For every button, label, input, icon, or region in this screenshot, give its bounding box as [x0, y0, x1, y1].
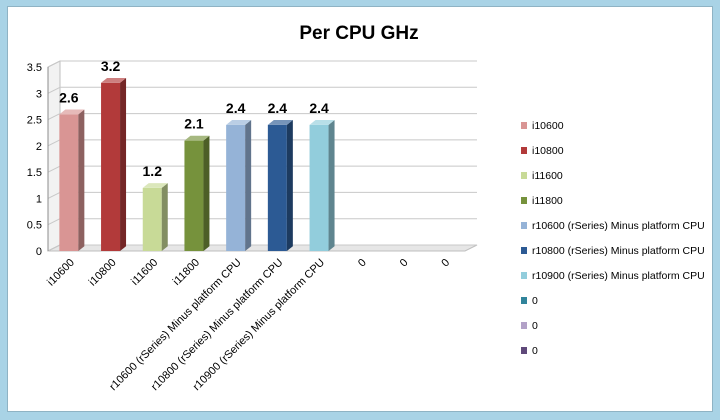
- legend-swatch: [521, 172, 527, 179]
- x-tick-label: 0: [356, 257, 369, 270]
- y-tick-label: 2.5: [27, 115, 42, 127]
- bar-i11600: [142, 183, 168, 251]
- bar-chart: Per CPU GHz 00.511.522.533.5 2.63.21.22.…: [27, 23, 705, 393]
- bar-side: [161, 183, 168, 251]
- bar-top: [142, 183, 168, 188]
- bars: 2.6 3.2 1.2 2.1 2.4 2.4 2.4: [59, 58, 335, 252]
- bar-front: [226, 124, 246, 251]
- legend: i10600 i10800 i11600 i11800 r10600 (rSeries)…: [521, 120, 705, 357]
- bar-side: [245, 120, 252, 252]
- data-label: 2.1: [184, 116, 204, 132]
- x-tick-label: i11800: [171, 257, 202, 288]
- gridline-side: [47, 244, 61, 252]
- bar-side: [286, 120, 293, 252]
- legend-label: i10800: [532, 145, 564, 157]
- chart-frame: Per CPU GHz 0 0.5 1 1.5 2 2.5 3 3.5 2.6 3.2 1.2 2.…: [7, 6, 713, 412]
- legend-swatch: [521, 147, 527, 154]
- bar-side: [203, 135, 210, 251]
- y-tick-label: 2: [36, 141, 42, 153]
- bar-front: [142, 187, 162, 251]
- gridline-side: [47, 139, 61, 147]
- data-label: 2.4: [226, 100, 246, 116]
- y-axis-ticks: 0 0.5 1 1.5 2 2.5 3 3.5: [27, 62, 42, 258]
- bar-i10600: [59, 109, 85, 251]
- legend-swatch: [521, 122, 527, 129]
- bar-front: [267, 124, 287, 251]
- data-label: 1.2: [143, 163, 163, 179]
- bar-top: [101, 77, 127, 83]
- bar-side: [78, 109, 85, 251]
- bar-front: [309, 124, 329, 251]
- data-label: 2.4: [309, 100, 329, 116]
- bar-top: [309, 120, 335, 125]
- bar-r10600 (rSeries) Minus platform CPU: [226, 120, 252, 252]
- legend-swatch: [521, 197, 527, 204]
- gridline-side: [47, 191, 61, 199]
- legend-label: 0: [532, 295, 538, 307]
- gridline-side: [47, 113, 61, 121]
- chart-title: Per CPU GHz: [299, 23, 418, 44]
- bar-front: [101, 82, 121, 252]
- bar-top: [184, 135, 210, 141]
- bar-i10800: [101, 77, 127, 252]
- data-label: 3.2: [101, 58, 121, 74]
- legend-label: r10900 (rSeries) Minus platform CPU: [532, 270, 705, 282]
- bar-side: [120, 77, 127, 251]
- legend-swatch: [521, 322, 527, 329]
- gridline-side: [47, 60, 61, 68]
- bar-r10800 (rSeries) Minus platform CPU: [267, 120, 293, 252]
- gridline-side: [47, 86, 61, 94]
- x-tick-label: 0: [439, 257, 452, 270]
- bar-top: [59, 109, 85, 115]
- bar-front: [184, 140, 204, 251]
- legend-swatch: [521, 222, 527, 229]
- legend-label: 0: [532, 320, 538, 332]
- legend-swatch: [521, 247, 527, 254]
- legend-label: i11800: [532, 195, 563, 207]
- bar-side: [328, 120, 335, 252]
- y-tick-label: 3: [36, 88, 42, 100]
- legend-swatch: [521, 297, 527, 304]
- data-label: 2.6: [59, 89, 79, 105]
- bar-top: [226, 120, 252, 125]
- y-tick-label: 1.5: [27, 167, 42, 179]
- legend-label: i10600: [532, 120, 564, 132]
- legend-label: r10600 (rSeries) Minus platform CPU: [532, 220, 705, 232]
- y-tick-label: 3.5: [27, 62, 42, 74]
- bar-top: [267, 120, 293, 125]
- y-tick-label: 0.5: [27, 220, 42, 232]
- legend-swatch: [521, 272, 527, 279]
- bar-i11800: [184, 135, 210, 251]
- x-tick-label: i10600: [45, 257, 77, 289]
- x-tick-label: 0: [398, 257, 411, 270]
- y-tick-label: 0: [36, 246, 42, 258]
- bar-front: [59, 114, 79, 251]
- legend-label: r10800 (rSeries) Minus platform CPU: [532, 245, 705, 257]
- bar-r10900 (rSeries) Minus platform CPU: [309, 120, 335, 252]
- legend-label: 0: [532, 345, 538, 357]
- x-tick-label: i10800: [87, 257, 119, 289]
- gridline-side: [47, 218, 61, 226]
- legend-label: i11600: [532, 170, 563, 182]
- x-tick-label: i11600: [129, 257, 160, 288]
- y-tick-label: 1: [36, 193, 42, 205]
- gridline-side: [47, 165, 61, 173]
- data-label: 2.4: [268, 100, 288, 116]
- legend-swatch: [521, 347, 527, 354]
